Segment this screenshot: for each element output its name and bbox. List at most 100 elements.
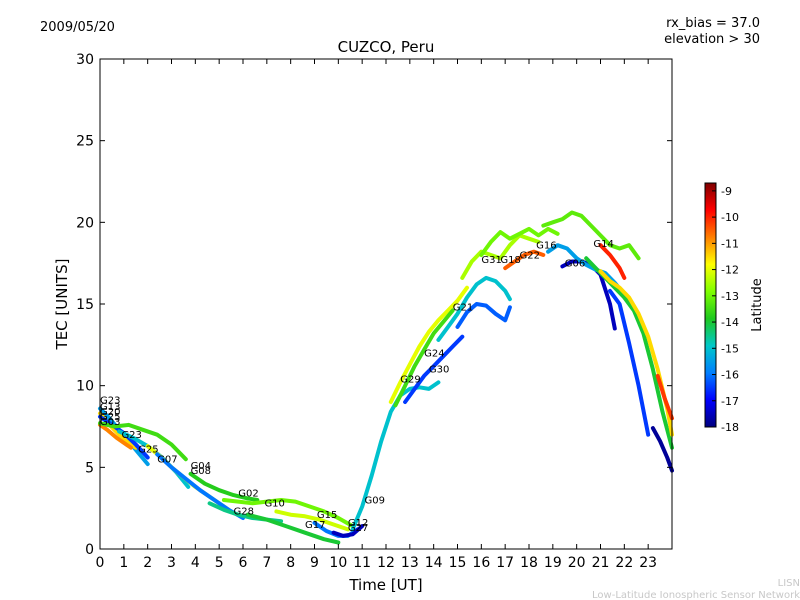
satellite-label-g28: G28 (233, 507, 253, 518)
x-tick-label: 5 (215, 555, 224, 571)
x-tick-label: 14 (425, 555, 443, 571)
series-g30 (403, 334, 465, 404)
x-tick-label: 9 (310, 555, 319, 571)
colorbar-tick-label: -16 (721, 369, 739, 382)
satellite-labels: G23G13G20G25G03G23G25G07G04G08G02G10G28G… (100, 239, 614, 534)
satellite-label-g14: G14 (593, 239, 613, 250)
satellite-label-g13: G13 (100, 402, 120, 413)
colorbar-tick-label: -14 (721, 316, 739, 329)
x-tick-label: 13 (401, 555, 419, 571)
chart-title: CUZCO, Peru (338, 38, 435, 56)
series-g14 (541, 210, 641, 261)
y-tick-label: 20 (76, 215, 94, 231)
colorbar-tick-label: -17 (721, 395, 739, 408)
x-axis-label: Time [UT] (348, 576, 422, 594)
colorbar-gradient (704, 182, 717, 428)
series-g21 (436, 275, 512, 342)
satellite-label-g25: G25 (138, 445, 158, 456)
x-tick-label: 15 (449, 555, 467, 571)
satellite-label-g18: G18 (500, 255, 520, 266)
x-tick-label: 8 (286, 555, 295, 571)
x-tick-label: 22 (615, 555, 633, 571)
series-g22 (479, 226, 560, 257)
satellite-label-g29: G29 (400, 374, 420, 385)
satellite-label-g03: G03 (100, 417, 120, 428)
series-g24 (393, 308, 455, 408)
footer-lisn: LISN (778, 578, 800, 589)
satellite-label-g12: G12 (348, 518, 368, 529)
series-g33 (655, 373, 674, 421)
satellite-label-g31: G31 (481, 255, 501, 266)
satellite-label-g21: G21 (453, 303, 473, 314)
satellite-label-g17: G17 (305, 520, 325, 531)
colorbar-tick-label: -11 (721, 237, 739, 250)
rx-bias-label: rx_bias = 37.0 (666, 16, 760, 31)
colorbar-tick-label: -18 (721, 421, 739, 434)
satellite-label-g23: G23 (100, 396, 120, 407)
series-g01 (650, 426, 674, 473)
x-tick-label: 11 (353, 555, 371, 571)
x-tick-label: 23 (639, 555, 657, 571)
y-tick-label: 30 (76, 52, 94, 68)
x-tick-label: 7 (262, 555, 271, 571)
x-tick-label: 17 (496, 555, 514, 571)
series-g16 (503, 249, 546, 271)
x-tick-label: 0 (96, 555, 105, 571)
series-g19 (608, 288, 651, 437)
y-tick-label: 15 (76, 297, 94, 313)
series-g31 (455, 302, 512, 329)
colorbar-tick-label: -13 (721, 290, 739, 303)
satellite-label-g30: G30 (429, 365, 449, 376)
x-tick-label: 18 (520, 555, 538, 571)
satellite-label-g20: G20 (100, 407, 120, 418)
x-tick-label: 21 (592, 555, 610, 571)
y-tick-label: 0 (85, 542, 94, 558)
elevation-label: elevation > 30 (664, 32, 760, 47)
satellite-label-g09: G09 (365, 495, 385, 506)
series-g10 (221, 498, 355, 529)
x-tick-label: 16 (472, 555, 490, 571)
x-tick-label: 1 (119, 555, 128, 571)
series-g05 (598, 243, 627, 280)
satellite-label-g24: G24 (424, 348, 444, 359)
axes: 0 1 2 3 4 5 6 7 8 9 10 11 12 13 14 15 16 17 18 19 20 21 22 2305… (76, 52, 673, 571)
series-g15 (274, 509, 350, 532)
satellite-label-g04: G04 (191, 461, 211, 472)
series-g02 (188, 471, 260, 502)
satellite-label-g06: G06 (565, 258, 585, 269)
series-g29 (388, 285, 469, 404)
series-g03 (98, 422, 133, 450)
y-axis-label: TEC [UNITS] (53, 259, 71, 351)
x-tick-label: 3 (167, 555, 176, 571)
colorbar-tick-label: -15 (721, 342, 739, 355)
colorbar-tick-label: -12 (721, 264, 739, 277)
plot-background (100, 59, 672, 549)
x-tick-label: 19 (544, 555, 562, 571)
series-g25 (98, 421, 188, 462)
y-tick-label: 5 (85, 460, 94, 476)
satellite-label-g22: G22 (519, 250, 539, 261)
x-tick-label: 20 (568, 555, 586, 571)
x-tick-label: 12 (377, 555, 395, 571)
satellite-label-g07: G07 (157, 454, 177, 465)
satellite-label-g25: G25 (100, 412, 120, 423)
series-g27 (331, 524, 365, 538)
y-tick-label: 25 (76, 134, 94, 150)
satellite-label-g10: G10 (264, 499, 284, 510)
satellite-label-g02: G02 (238, 489, 258, 500)
satellite-label-g08: G08 (191, 466, 211, 477)
satellite-label-g27: G27 (348, 523, 368, 534)
colorbar-tick-label: -9 (721, 185, 732, 198)
date-label: 2009/05/20 (40, 20, 115, 35)
series-g26 (546, 243, 627, 297)
satellite-label-g16: G16 (536, 240, 556, 251)
y-tick-label: 10 (76, 379, 94, 395)
x-tick-label: 10 (329, 555, 347, 571)
satellite-label-g15: G15 (317, 510, 337, 521)
x-tick-label: 2 (143, 555, 152, 571)
colorbar-tick-label: -10 (721, 211, 739, 224)
x-tick-label: 4 (191, 555, 200, 571)
plot-area (98, 59, 674, 549)
series-g17 (245, 512, 341, 545)
